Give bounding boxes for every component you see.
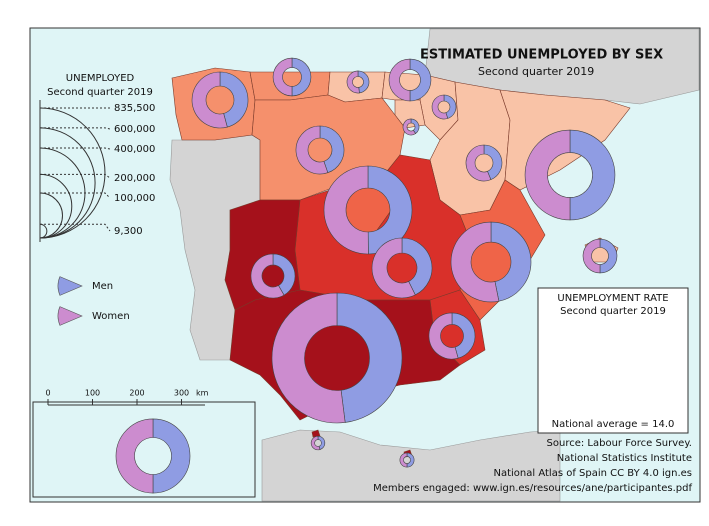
rate-legend-note: National average = 14.0 [552,419,675,430]
donut-women [388,58,411,102]
donut-men [599,238,618,274]
donut-men [219,71,249,128]
map-subtitle: Second quarter 2019 [478,65,594,78]
donut-women [115,418,154,494]
scale-label: 100 [85,389,100,398]
donut-women [271,292,346,424]
donut-women [524,129,571,221]
donut-women [272,57,293,97]
donut-men [401,237,433,296]
rate-legend-subtitle: Second quarter 2019 [560,306,666,317]
donut-men [451,312,476,359]
map-title: ESTIMATED UNEMPLOYED BY SEX [420,48,663,63]
donut-women [191,71,228,129]
size-legend-circle [39,192,63,239]
donut-women [431,94,449,120]
donut-women [346,70,360,94]
donut-men [152,418,191,494]
source-line: Members engaged: www.ign.es/resources/an… [373,483,692,494]
source-line: Source: Labour Force Survey. [547,438,692,449]
size-legend-circle [39,173,73,239]
scale-label: 0 [45,389,50,398]
sex-legend-icon [57,276,83,296]
scale-label: 200 [129,389,144,398]
scale-label: 300 [174,389,189,398]
donut-men [319,125,345,174]
donut-women [371,237,416,299]
size-legend-subtitle: Second quarter 2019 [47,87,153,98]
donut-men [291,57,312,97]
donut-women [310,435,321,451]
size-legend-circle [39,223,48,239]
donut-women [465,144,492,182]
size-legend-label: 835,500 [114,103,155,114]
size-legend-leader [40,173,111,179]
size-legend-circle [39,127,96,239]
rate-legend-box [537,287,689,434]
size-legend-circle [39,107,106,239]
size-legend-label: 9,300 [114,226,143,237]
source-line: National Atlas of Spain CC BY 4.0 ign.es [494,468,693,479]
donut-women [428,312,459,360]
donut-women [323,165,369,255]
donut-women [250,253,285,299]
donut-men [409,58,432,102]
rate-legend-title: UNEMPLOYMENT RATE [557,293,668,304]
size-legend-leader [40,192,111,199]
donut-men [490,221,532,302]
size-legend-leader [40,223,111,232]
donut-women [295,125,329,175]
donut-women [399,452,408,468]
size-legend-title: UNEMPLOYED [66,73,135,84]
size-legend-leader [40,147,111,150]
source-line: National Statistics Institute [557,453,692,464]
sex-legend-label: Men [92,281,113,292]
donut-women [450,221,500,303]
donut-men [336,292,403,423]
donut-women [402,118,417,136]
size-legend-label: 400,000 [114,144,155,155]
region [311,429,321,438]
scale-unit: km [196,389,209,398]
donut-women [582,238,601,274]
donut-men [569,129,616,221]
size-legend-label: 600,000 [114,124,155,135]
size-legend-leader [40,127,111,130]
size-legend-label: 200,000 [114,173,155,184]
size-legend-label: 100,000 [114,193,155,204]
sex-legend-label: Women [92,311,130,322]
sex-legend-icon [57,306,83,326]
